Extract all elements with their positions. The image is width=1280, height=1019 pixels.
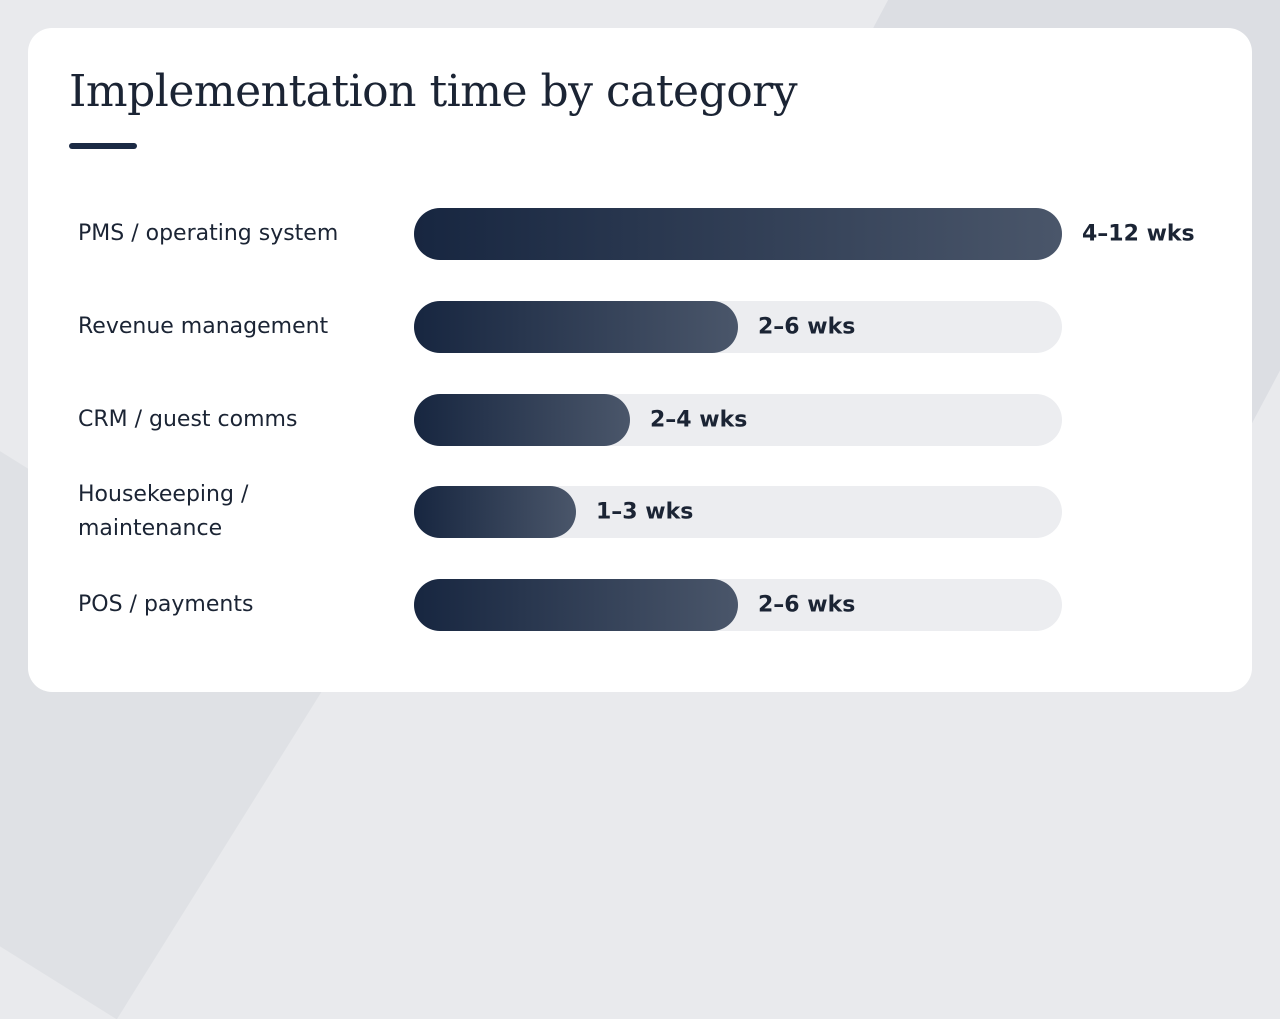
data-label: 4–12 wks xyxy=(1082,221,1195,247)
data-label: 2–6 wks xyxy=(758,314,856,340)
bar xyxy=(414,486,576,539)
bar-track xyxy=(414,208,1062,260)
category-label: PMS / operating system xyxy=(78,221,339,246)
bar-track xyxy=(414,393,1062,446)
bar-track xyxy=(414,486,1062,539)
data-label: 1–3 wks xyxy=(596,499,694,525)
slide-card: Implementation time by category PMS / op… xyxy=(28,28,1252,692)
bar xyxy=(414,300,738,353)
page-title: Implementation time by category xyxy=(69,66,798,117)
bar-row: PMS / operating system 4–12 wks xyxy=(28,208,1252,260)
bar-row: CRM / guest comms 2–4 wks xyxy=(28,393,1252,446)
bar-row: Revenue management 2–6 wks xyxy=(28,300,1252,353)
bar-track xyxy=(414,300,1062,353)
category-label: CRM / guest comms xyxy=(78,406,298,432)
data-label: 2–6 wks xyxy=(758,592,856,618)
category-label: Revenue management xyxy=(78,313,329,339)
category-label: POS / payments xyxy=(78,592,254,617)
bar xyxy=(414,393,630,446)
data-label: 2–4 wks xyxy=(650,407,748,432)
bar-track xyxy=(414,579,1062,631)
category-label: Housekeeping / maintenance xyxy=(78,482,249,542)
bar xyxy=(414,208,1062,260)
bar-row: Housekeeping / maintenance 1–3 wks xyxy=(28,482,1252,541)
bar xyxy=(414,579,738,631)
bar-row: POS / payments 2–6 wks xyxy=(28,579,1252,631)
title-accent-bar xyxy=(69,143,137,149)
